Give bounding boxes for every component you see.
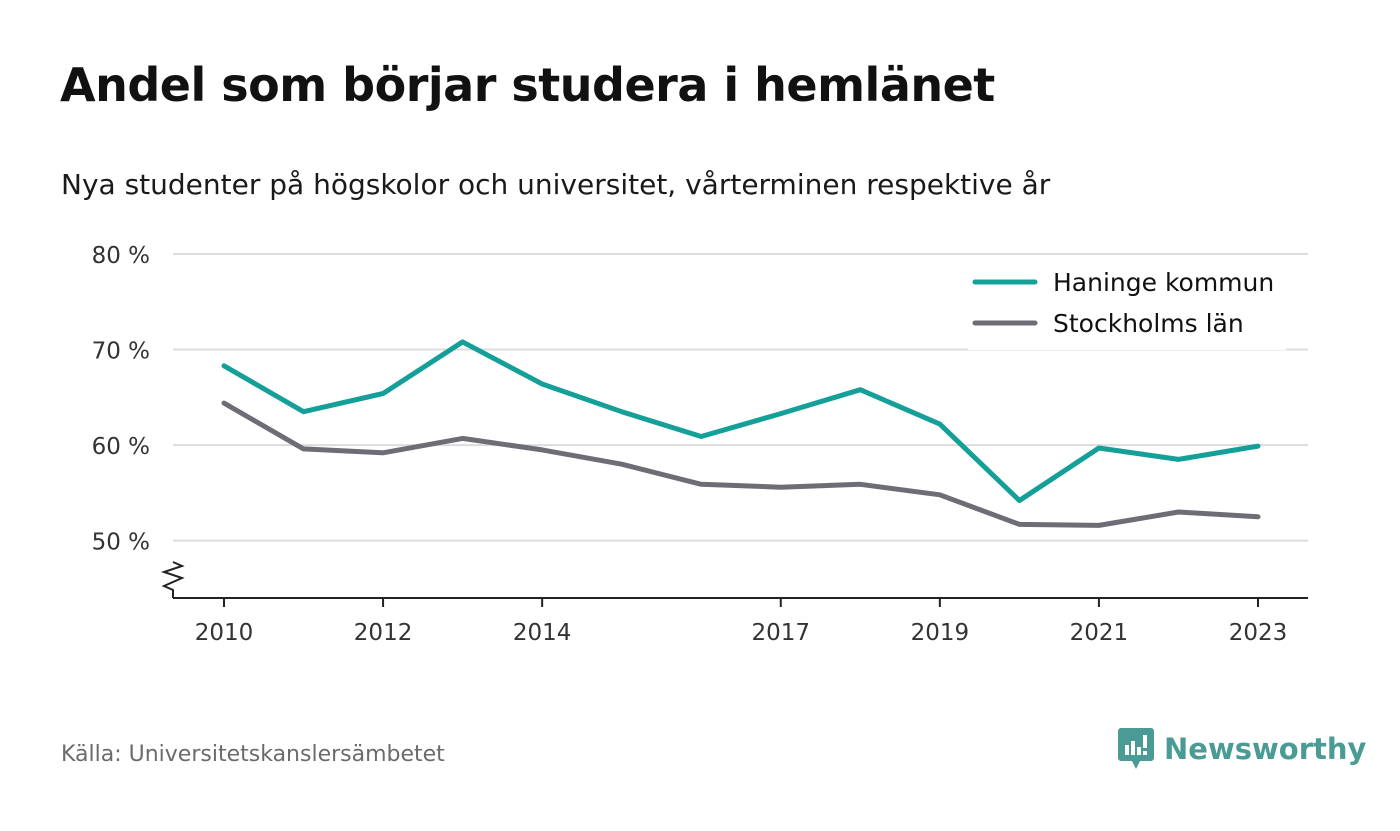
newsworthy-logo-icon <box>1118 728 1154 769</box>
brand-logo: Newsworthy <box>1118 728 1366 770</box>
x-tick-label: 2019 <box>911 620 970 646</box>
legend-label: Stockholms län <box>1053 309 1244 338</box>
line-chart: 50 % 60 % 70 % 80 % 2010 2012 2014 2017 2019 2021… <box>92 243 1308 646</box>
series-line-2 <box>221 400 1261 528</box>
x-tick-label: 2014 <box>513 620 572 646</box>
x-tick-label: 2012 <box>354 620 413 646</box>
axis-break-marker <box>160 561 185 598</box>
y-tick-label: 60 % <box>92 434 150 460</box>
x-tick-label: 2021 <box>1070 620 1129 646</box>
x-tick-label: 2010 <box>195 620 254 646</box>
y-tick-label: 70 % <box>92 339 150 365</box>
legend-background <box>968 258 1286 350</box>
chart-subtitle: Nya studenter på högskolor och universit… <box>61 168 1051 201</box>
y-tick-label: 50 % <box>92 530 150 556</box>
x-tick-label: 2017 <box>751 620 810 646</box>
legend: Haninge kommun Stockholms län <box>968 258 1286 350</box>
series-line-1 <box>221 339 1261 503</box>
y-tick-label: 80 % <box>92 243 150 269</box>
brand-name: Newsworthy <box>1164 732 1367 766</box>
source-note: Källa: Universitetskanslersämbetet <box>61 742 445 767</box>
x-tick-label: 2023 <box>1229 620 1288 646</box>
chart-title: Andel som börjar studera i hemlänet <box>60 58 995 112</box>
legend-label: Haninge kommun <box>1053 268 1274 297</box>
